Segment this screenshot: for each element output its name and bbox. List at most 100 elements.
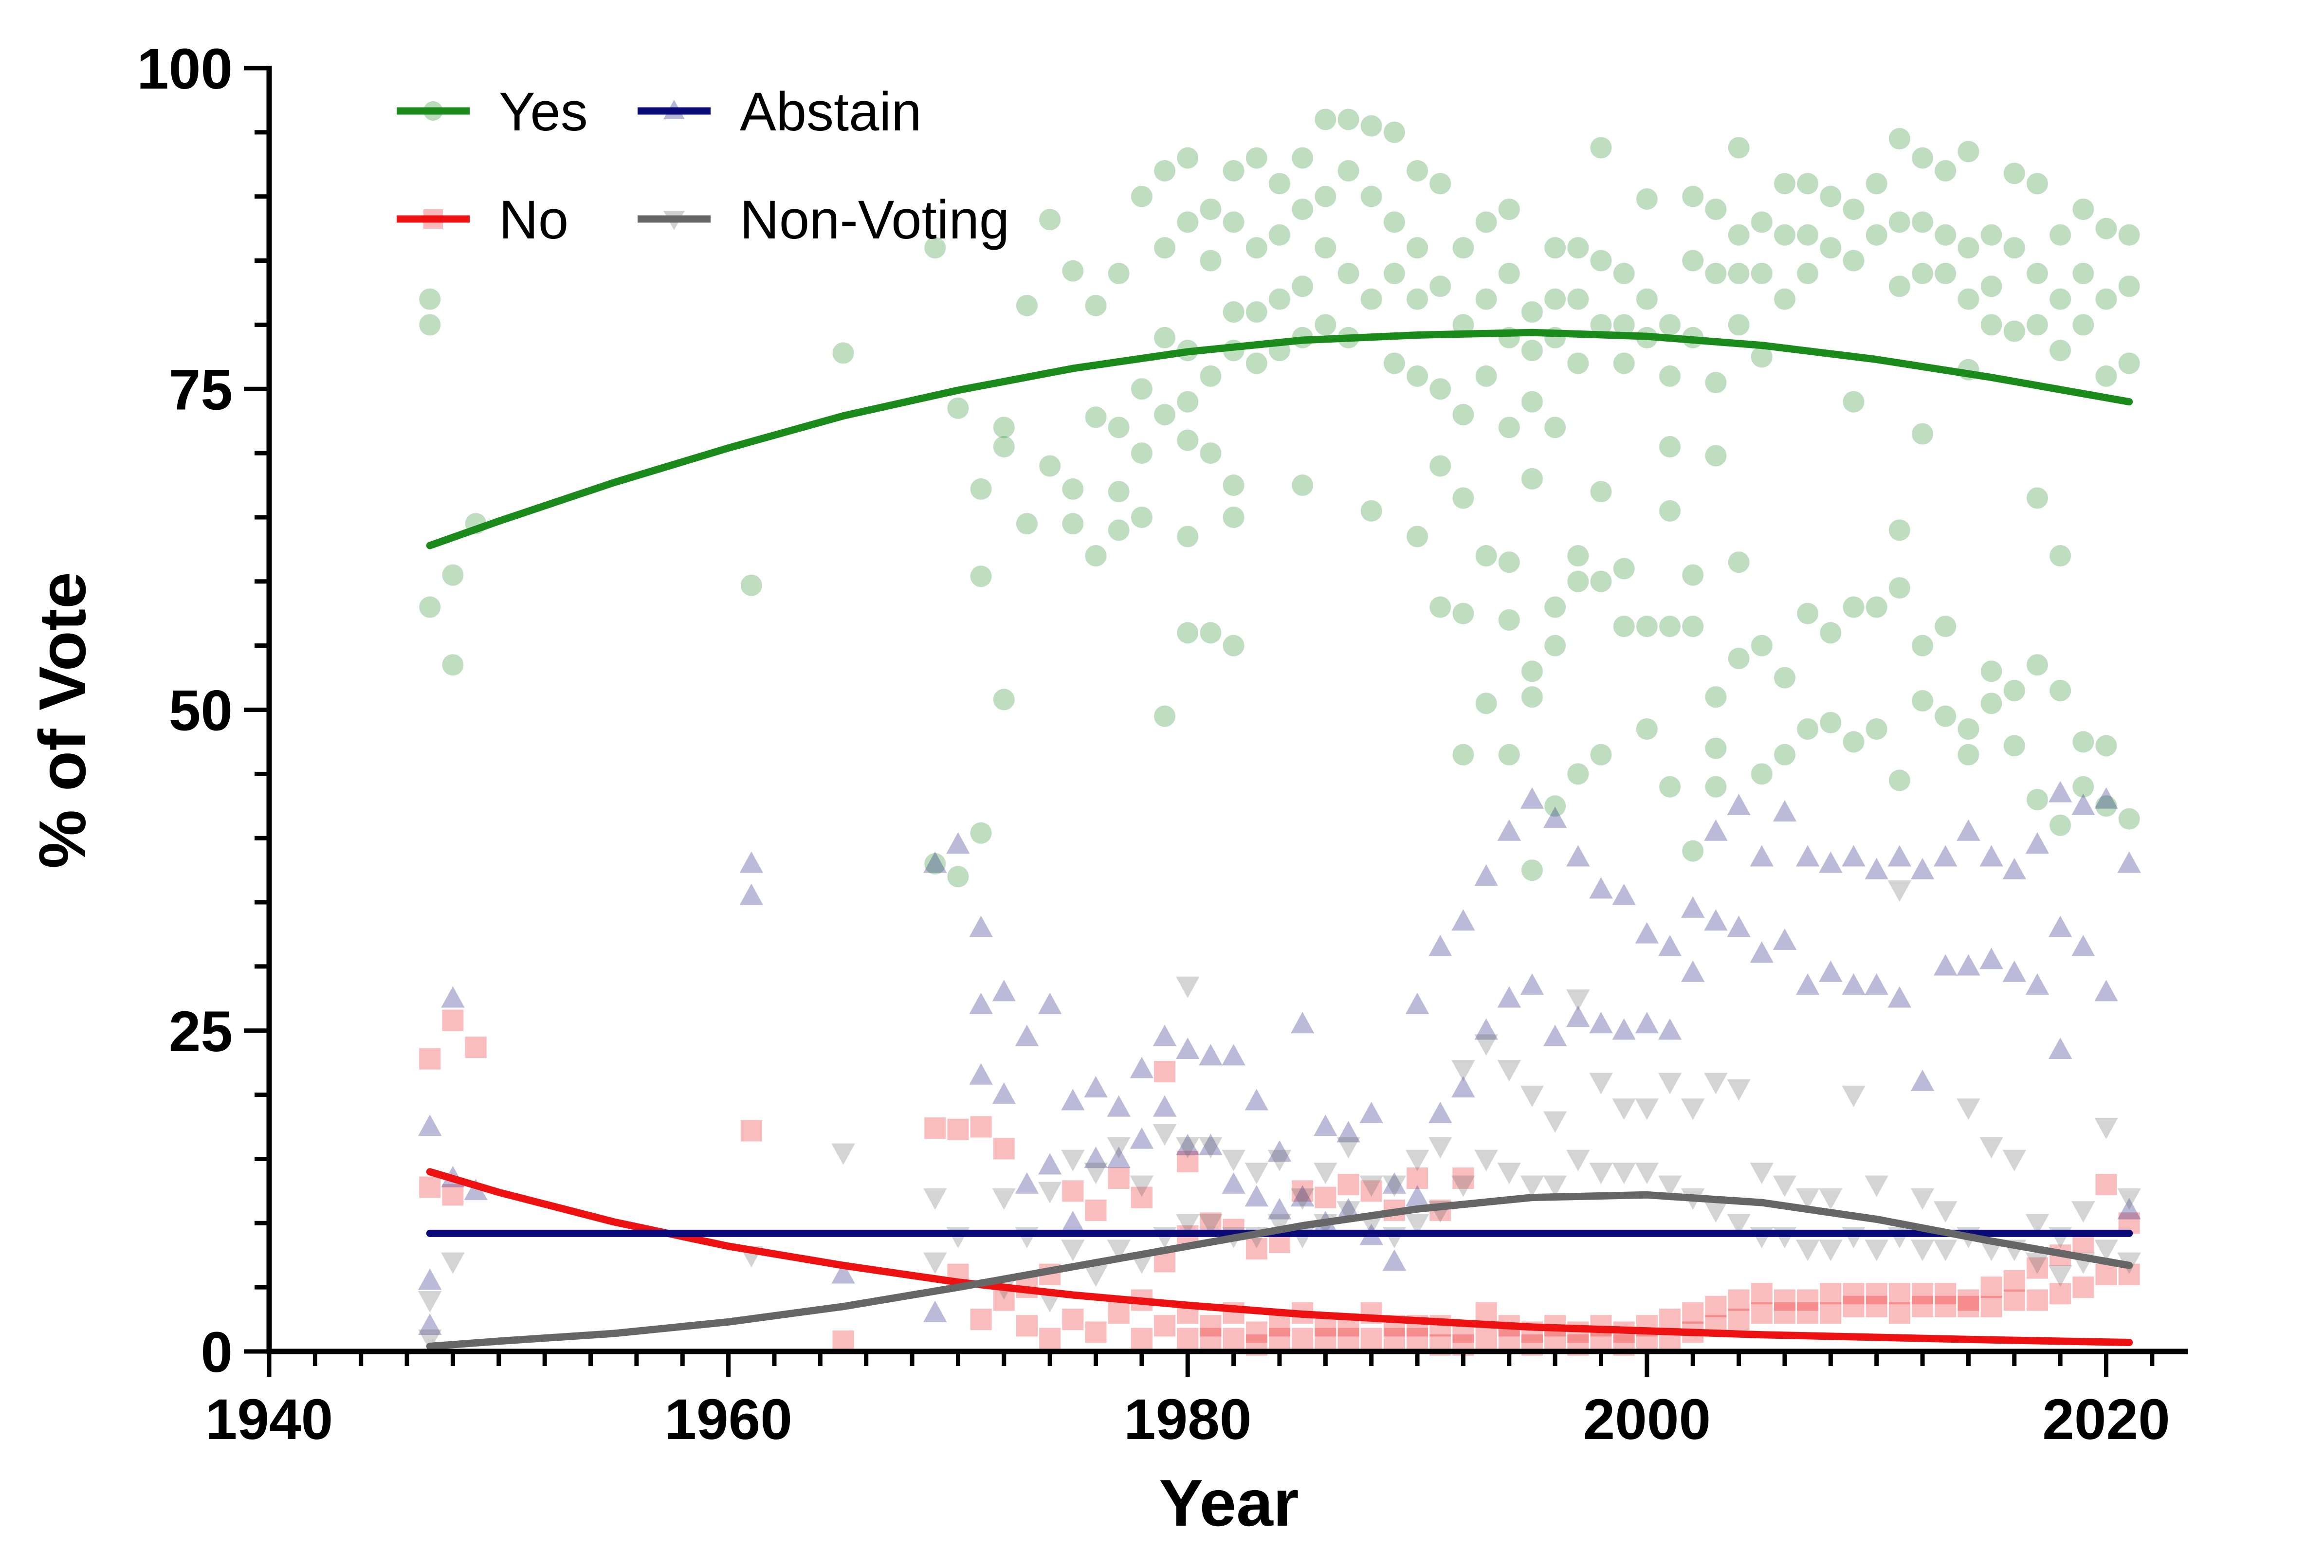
yes-point (1268, 224, 1290, 246)
yes-point (1774, 667, 1795, 689)
non-voting-point (1704, 1073, 1728, 1094)
abstain-point (1451, 1076, 1475, 1098)
no-point (1774, 1302, 1795, 1324)
yes-point (1751, 211, 1773, 233)
yes-point (1521, 301, 1543, 323)
yes-point (2118, 224, 2140, 246)
no-point (1452, 1167, 1474, 1189)
abstain-point (1795, 845, 1820, 867)
yes-point (1337, 160, 1359, 182)
yes-point (1200, 442, 1222, 464)
yes-point (1636, 718, 1658, 740)
yes-point (1407, 288, 1428, 310)
yes-point (1452, 487, 1474, 509)
yes-point (1154, 237, 1176, 259)
abstain-point (1704, 819, 1728, 841)
abstain-point (1773, 800, 1797, 822)
non-voting-point (1658, 1175, 1682, 1197)
non-voting-point (441, 1252, 465, 1274)
no-point (1659, 1309, 1681, 1331)
yes-point (1935, 705, 1957, 727)
yes-point (1728, 262, 1750, 284)
yes-point (419, 314, 441, 336)
non-voting-point (2025, 1252, 2050, 1274)
yes-point (1383, 352, 1405, 374)
no-point (419, 1048, 441, 1070)
non-voting-point (1199, 1137, 1223, 1159)
yes-point (1797, 602, 1819, 624)
yes-point (1751, 262, 1773, 284)
no-point (1475, 1328, 1497, 1349)
yes-point (1866, 718, 1887, 740)
abstain-point (923, 851, 947, 873)
yes-trend-line (426, 328, 2133, 549)
yes-point (1705, 686, 1727, 708)
non-voting-point (1474, 1034, 1498, 1056)
no-point (2095, 1263, 2117, 1285)
abstain-point (946, 832, 970, 854)
yes-point (1062, 478, 1084, 500)
y-tick-label: 0 (201, 1320, 233, 1385)
abstain-point (1681, 896, 1705, 918)
no-point (1154, 1315, 1176, 1337)
yes-point (1567, 570, 1589, 592)
no-point (1751, 1302, 1773, 1324)
yes-point (1521, 468, 1543, 490)
no-point (1062, 1309, 1084, 1331)
yes-point (1682, 840, 1704, 862)
yes-point (1016, 294, 1038, 316)
abstain-point (1612, 1018, 1636, 1040)
legend-item-no: No (397, 189, 568, 250)
yes-point (2003, 735, 2025, 757)
no-point (1039, 1328, 1061, 1349)
yes-point (1062, 513, 1084, 535)
yes-point (1200, 622, 1222, 644)
no-point (442, 1009, 464, 1031)
yes-point (1268, 288, 1290, 310)
yes-point (1590, 744, 1612, 766)
non-voting-point (1130, 1175, 1154, 1197)
yes-point (2095, 795, 2117, 817)
abstain-point (1474, 1018, 1498, 1040)
yes-point (1888, 275, 1910, 297)
abstain-point (1428, 1101, 1452, 1123)
non-voting-point (1934, 1201, 1958, 1223)
legend-label: Abstain (740, 81, 922, 142)
yes-point (1498, 417, 1520, 438)
yes-point (2095, 218, 2117, 239)
yes-point (1659, 500, 1681, 522)
no-point (1958, 1289, 1979, 1311)
no-point (1177, 1150, 1199, 1172)
non-voting-point (2071, 1201, 2095, 1223)
no-point (465, 1037, 487, 1058)
yes-point (1039, 209, 1061, 231)
no-point (2003, 1270, 2025, 1292)
yes-point (1292, 275, 1314, 297)
non-voting-point (1405, 1149, 1429, 1171)
no-point (924, 1117, 946, 1139)
no-point (1223, 1328, 1244, 1349)
yes-point (1797, 718, 1819, 740)
yes-point (1659, 776, 1681, 798)
yes-point (1636, 288, 1658, 310)
yes-point (1223, 506, 1244, 528)
no-point (1016, 1315, 1038, 1337)
no-point (2095, 1174, 2117, 1196)
yes-point (1980, 314, 2002, 336)
abstain-point (1681, 960, 1705, 982)
yes-point (1820, 622, 1842, 644)
abstain-point (1566, 845, 1590, 867)
no-point (1797, 1289, 1819, 1311)
abstain-point (2048, 781, 2072, 802)
no-point (1935, 1295, 1957, 1317)
abstain-point (1222, 1044, 1245, 1066)
no-point (1820, 1302, 1842, 1324)
yes-point (832, 342, 854, 364)
abstain-point (1199, 1044, 1223, 1066)
non-voting-point (418, 1329, 442, 1351)
yes-point (1590, 137, 1612, 159)
abstain-point (1428, 935, 1452, 957)
yes-point (1475, 545, 1497, 567)
yes-point (1636, 188, 1658, 210)
